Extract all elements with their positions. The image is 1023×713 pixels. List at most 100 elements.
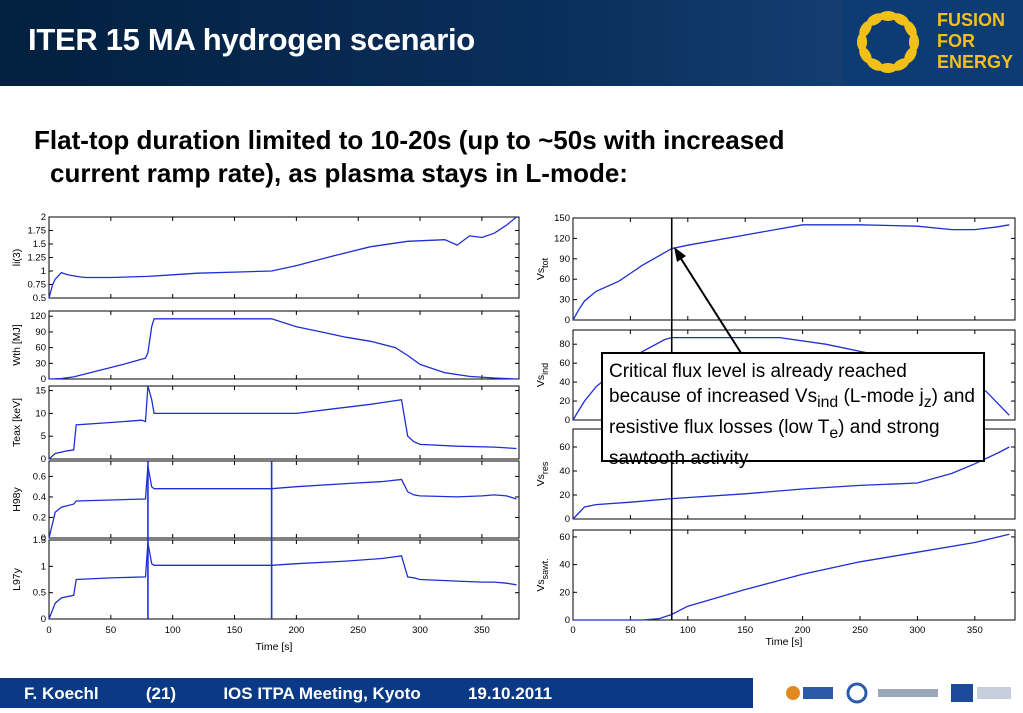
- series-line: [48, 465, 517, 539]
- x-axis-label: Time [s]: [256, 641, 293, 653]
- x-tick-label: 200: [288, 625, 304, 636]
- y-axis-label: Teax [keV]: [11, 398, 23, 447]
- x-tick-label: 0: [570, 625, 575, 636]
- y-axis-label: Vstot: [535, 257, 550, 280]
- y-tick-label: 0.6: [33, 471, 46, 482]
- subtitle-line-2: current ramp rate), as plasma stays in L…: [50, 158, 628, 188]
- y-axis-label-subscript: tot: [540, 257, 550, 268]
- y-axis-label: Wth [MJ]: [11, 324, 23, 365]
- y-tick-label: 0: [41, 533, 46, 544]
- y-tick-label: 1.5: [33, 239, 46, 250]
- annotation-callout: Critical flux level is already reached b…: [601, 352, 985, 469]
- logo-petal: [909, 33, 919, 51]
- logo-petal: [879, 11, 897, 21]
- subplot-frame: [48, 310, 520, 380]
- y-tick-label: 40: [559, 466, 570, 477]
- y-tick-label: 0.5: [33, 293, 46, 304]
- y-tick-label: 1.25: [28, 253, 47, 264]
- callout-arrowhead: [674, 247, 686, 262]
- y-axis-label-subscript: ind: [540, 363, 550, 375]
- y-tick-label: 20: [559, 587, 570, 598]
- x-tick-label: 250: [852, 625, 868, 636]
- x-tick-label: 100: [680, 625, 696, 636]
- partner-logos: [753, 678, 1023, 708]
- footer-meeting: IOS ITPA Meeting, Kyoto: [223, 684, 421, 703]
- callout-arrow: [677, 253, 742, 354]
- y-tick-label: 120: [554, 233, 570, 244]
- x-tick-label: 300: [909, 625, 925, 636]
- y-tick-label: 1.75: [28, 226, 47, 237]
- logo-line-2: FOR: [937, 31, 975, 51]
- y-tick-label: 60: [559, 274, 570, 285]
- footer-page: (21): [145, 684, 177, 703]
- logo-petal: [879, 63, 897, 73]
- x-tick-label: 350: [967, 625, 983, 636]
- logo-line-3: ENERGY: [937, 52, 1014, 72]
- slide-subtitle: Flat-top duration limited to 10-20s (up …: [34, 124, 994, 190]
- y-tick-label: 0.5: [33, 588, 46, 599]
- logo-line-1: FUSION: [937, 10, 1006, 30]
- stars-logo-icon: [857, 11, 919, 73]
- logo-petal: [904, 20, 917, 38]
- subtitle-line-1: Flat-top duration limited to 10-20s (up …: [34, 125, 785, 155]
- y-tick-label: 2: [41, 212, 46, 223]
- x-tick-label: 100: [165, 625, 181, 636]
- y-axis-label-subscript: res: [540, 461, 550, 474]
- fusion-for-energy-logo: FUSION FOR ENERGY: [843, 0, 1023, 86]
- y-axis-label: L97y: [11, 567, 23, 591]
- y-tick-label: 150: [554, 213, 570, 224]
- x-tick-label: 250: [350, 625, 366, 636]
- slide-title: ITER 15 MA hydrogen scenario: [28, 22, 475, 57]
- series-line: [48, 216, 517, 299]
- y-tick-label: 90: [559, 254, 570, 265]
- header-bar: ITER 15 MA hydrogen scenario FUSION FOR …: [0, 0, 1023, 86]
- y-tick-label: 120: [30, 311, 46, 322]
- callout-text-2: (L-mode j: [838, 386, 924, 407]
- y-tick-label: 0: [41, 374, 46, 385]
- subplot-frame: [48, 460, 520, 539]
- y-tick-label: 0.4: [33, 492, 46, 503]
- callout-sub-3: e: [829, 424, 839, 442]
- y-tick-label: 60: [559, 532, 570, 543]
- footer-date: 19.10.2011: [467, 684, 553, 703]
- subplot-frame: [572, 217, 1016, 321]
- callout-text-4: ) and strong sawtooth activity: [609, 416, 940, 469]
- y-tick-label: 0: [41, 614, 46, 625]
- y-tick-label: 30: [559, 295, 570, 306]
- x-tick-label: 0: [46, 625, 51, 636]
- subplot-frame: [48, 385, 520, 460]
- y-tick-label: 1: [41, 561, 46, 572]
- y-tick-label: 60: [559, 358, 570, 369]
- callout-sub-1: ind: [817, 393, 839, 411]
- logo-petal: [857, 33, 867, 51]
- y-tick-label: 1: [41, 266, 46, 277]
- y-tick-label: 40: [559, 560, 570, 571]
- x-tick-label: 150: [737, 625, 753, 636]
- y-tick-label: 80: [559, 339, 570, 350]
- y-tick-label: 0: [565, 315, 570, 326]
- y-tick-label: 0.75: [28, 280, 47, 291]
- x-tick-label: 50: [625, 625, 636, 636]
- x-tick-label: 50: [106, 625, 117, 636]
- subplot-frame: [48, 216, 520, 299]
- x-tick-label: 300: [412, 625, 428, 636]
- y-tick-label: 60: [35, 343, 46, 354]
- y-tick-label: 20: [559, 396, 570, 407]
- x-axis-label: Time [s]: [766, 636, 803, 648]
- series-line: [573, 533, 1010, 621]
- y-tick-label: 20: [559, 490, 570, 501]
- series-line: [572, 224, 1010, 321]
- y-axis-label: li(3): [11, 249, 23, 267]
- x-tick-label: 150: [227, 625, 243, 636]
- y-tick-label: 15: [35, 386, 46, 397]
- y-tick-label: 0: [565, 415, 570, 426]
- callout-sub-2: z: [923, 393, 932, 411]
- callout-text-3: ) and resistive flux losses (low T: [609, 386, 975, 438]
- y-tick-label: 60: [559, 442, 570, 453]
- y-tick-label: 30: [35, 358, 46, 369]
- x-tick-label: 350: [474, 625, 490, 636]
- y-axis-label: Vsres: [535, 461, 550, 486]
- y-tick-label: 0: [565, 514, 570, 525]
- callout-text-1: Critical flux level is already reached b…: [609, 361, 907, 407]
